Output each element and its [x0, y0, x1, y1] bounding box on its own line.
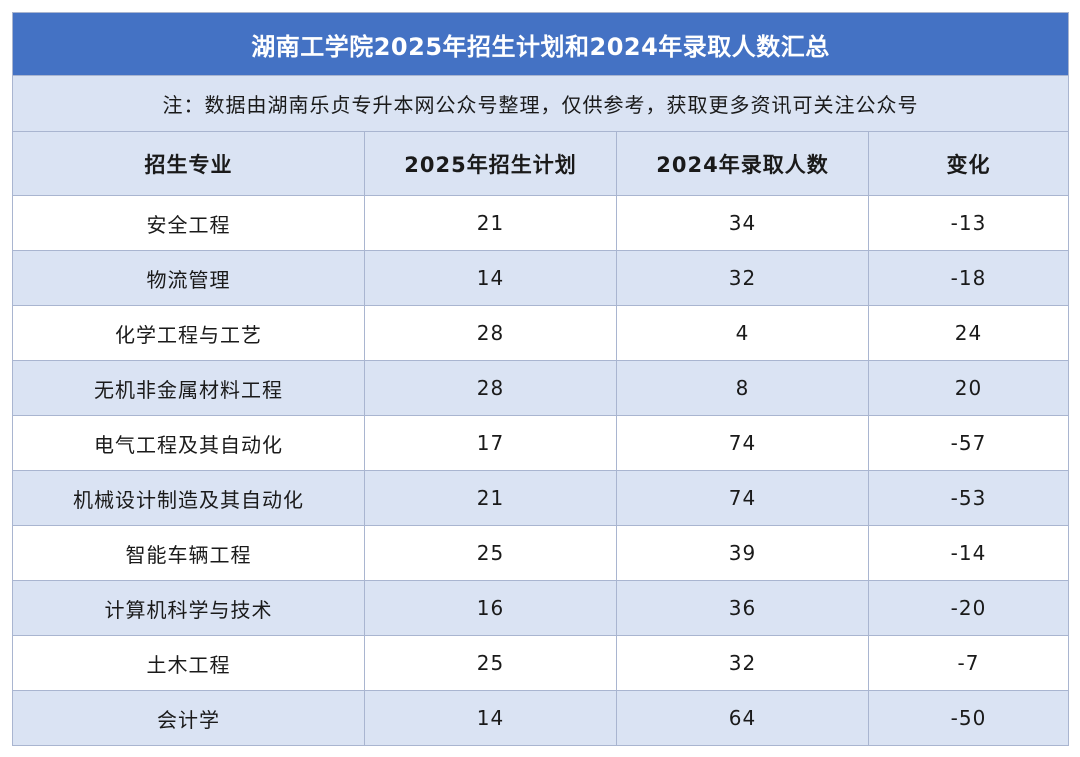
plan-cell: 25 [364, 525, 617, 581]
change-cell: -14 [867, 525, 1070, 581]
change-cell: -18 [867, 250, 1070, 306]
change-cell: -53 [867, 470, 1070, 526]
change-cell: -57 [867, 415, 1070, 471]
major-cell: 物流管理 [12, 250, 365, 306]
admit-cell: 4 [616, 305, 869, 361]
table-row: 土木工程 25 32 -7 [12, 635, 1070, 691]
admit-cell: 74 [616, 470, 869, 526]
admit-cell: 74 [616, 415, 869, 471]
major-cell: 土木工程 [12, 635, 365, 691]
table-row: 电气工程及其自动化 17 74 -57 [12, 415, 1070, 471]
plan-cell: 21 [364, 195, 617, 251]
admit-cell: 36 [616, 580, 869, 636]
major-cell: 电气工程及其自动化 [12, 415, 365, 471]
header-row: 招生专业 2025年招生计划 2024年录取人数 变化 [12, 131, 1070, 196]
table-note: 注：数据由湖南乐贞专升本网公众号整理，仅供参考，获取更多资讯可关注公众号 [11, 75, 1070, 132]
table-row: 安全工程 21 34 -13 [12, 195, 1070, 251]
table-row: 计算机科学与技术 16 36 -20 [12, 580, 1070, 636]
admit-cell: 8 [616, 360, 869, 416]
plan-cell: 28 [364, 360, 617, 416]
major-cell: 智能车辆工程 [12, 525, 365, 581]
header-plan-2025: 2025年招生计划 [364, 131, 617, 196]
plan-cell: 25 [364, 635, 617, 691]
plan-cell: 17 [364, 415, 617, 471]
change-cell: 20 [867, 360, 1070, 416]
major-cell: 会计学 [12, 690, 365, 746]
admit-cell: 32 [616, 635, 869, 691]
table-row: 无机非金属材料工程 28 8 20 [12, 360, 1070, 416]
major-cell: 计算机科学与技术 [12, 580, 365, 636]
table-title: 湖南工学院2025年招生计划和2024年录取人数汇总 [11, 12, 1070, 76]
change-cell: -7 [867, 635, 1070, 691]
change-cell: -13 [867, 195, 1070, 251]
plan-cell: 14 [364, 250, 617, 306]
title-row: 湖南工学院2025年招生计划和2024年录取人数汇总 [11, 12, 1070, 76]
header-major: 招生专业 [12, 131, 365, 196]
table-row: 化学工程与工艺 28 4 24 [12, 305, 1070, 361]
admit-cell: 39 [616, 525, 869, 581]
table-row: 物流管理 14 32 -18 [12, 250, 1070, 306]
note-row: 注：数据由湖南乐贞专升本网公众号整理，仅供参考，获取更多资讯可关注公众号 [11, 75, 1070, 132]
header-change: 变化 [867, 131, 1070, 196]
admit-cell: 64 [616, 690, 869, 746]
plan-cell: 21 [364, 470, 617, 526]
admission-table: 湖南工学院2025年招生计划和2024年录取人数汇总 注：数据由湖南乐贞专升本网… [11, 12, 1070, 746]
admit-cell: 34 [616, 195, 869, 251]
summary-sheet: 湖南工学院2025年招生计划和2024年录取人数汇总 注：数据由湖南乐贞专升本网… [11, 12, 1070, 746]
table-row: 会计学 14 64 -50 [12, 690, 1070, 746]
major-cell: 无机非金属材料工程 [12, 360, 365, 416]
plan-cell: 14 [364, 690, 617, 746]
admit-cell: 32 [616, 250, 869, 306]
major-cell: 机械设计制造及其自动化 [12, 470, 365, 526]
major-cell: 化学工程与工艺 [12, 305, 365, 361]
change-cell: -20 [867, 580, 1070, 636]
header-admit-2024: 2024年录取人数 [616, 131, 869, 196]
plan-cell: 16 [364, 580, 617, 636]
major-cell: 安全工程 [12, 195, 365, 251]
plan-cell: 28 [364, 305, 617, 361]
table-row: 智能车辆工程 25 39 -14 [12, 525, 1070, 581]
change-cell: 24 [867, 305, 1070, 361]
change-cell: -50 [867, 690, 1070, 746]
table-row: 机械设计制造及其自动化 21 74 -53 [12, 470, 1070, 526]
